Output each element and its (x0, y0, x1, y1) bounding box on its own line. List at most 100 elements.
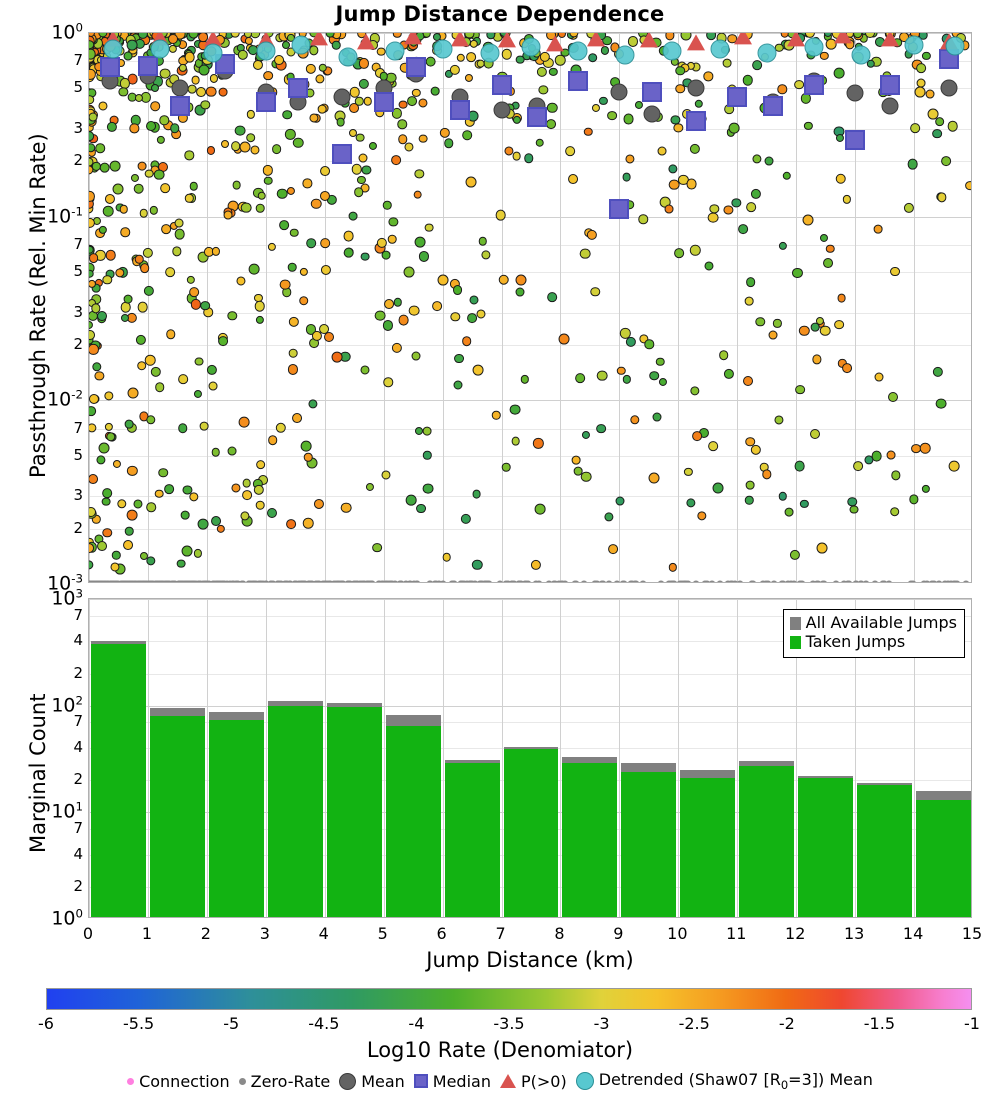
gridline (678, 599, 680, 917)
marker-legend-label: Zero-Rate (250, 1071, 331, 1091)
scatter-point-connection (414, 427, 424, 436)
scatter-point-connection (198, 518, 209, 530)
scatter-point-connection (89, 130, 94, 141)
scatter-point-connection (607, 110, 618, 121)
bar-taken-jumps[interactable] (149, 716, 205, 917)
scatter-point-connection (461, 513, 472, 525)
scatter-point-connection (673, 123, 683, 133)
scatter-point-connection (404, 142, 414, 152)
scatter-point-connection (472, 489, 481, 499)
scatter-marker-detrended-mean (338, 47, 358, 67)
scatter-point-connection (343, 230, 354, 242)
scatter-point-connection (140, 263, 150, 273)
scatter-point-connection (348, 211, 358, 221)
scatter-point-connection (89, 393, 99, 404)
colorbar[interactable] (46, 988, 972, 1010)
scatter-point-connection (590, 286, 600, 297)
scatter-point-connection (403, 266, 415, 278)
bar-taken-jumps[interactable] (798, 777, 854, 917)
scatter-point-connection (319, 324, 330, 335)
scatter-point-connection (92, 362, 102, 372)
bar-taken-jumps[interactable] (857, 785, 913, 917)
scatter-point-connection (825, 38, 837, 50)
scatter-point-connection (512, 152, 521, 161)
scatter-point-connection (453, 380, 463, 390)
scatter-point-connection (252, 59, 263, 70)
bar-taken-jumps[interactable] (208, 720, 264, 917)
scatter-point-connection (120, 227, 130, 238)
scatter-point-connection (941, 156, 952, 167)
scatter-plot-area[interactable] (88, 32, 972, 583)
colorbar-tick-label: -5.5 (122, 1014, 155, 1033)
scatter-point-connection (422, 427, 432, 436)
scatter-point-connection (277, 188, 288, 199)
scatter-point-connection (196, 87, 207, 98)
scatter-marker-mean (171, 79, 189, 97)
scatter-point-zero-rate (351, 580, 359, 582)
scatter-point-connection (774, 43, 784, 52)
scatter-point-connection (372, 542, 383, 553)
bar-taken-jumps[interactable] (621, 771, 677, 917)
scatter-point-connection (105, 193, 116, 204)
scatter-point-connection (535, 138, 545, 147)
scatter-point-zero-rate (759, 580, 767, 582)
scatter-point-connection (245, 132, 256, 143)
scatter-point-connection (113, 459, 122, 468)
scatter-point-connection (515, 55, 525, 64)
scatter-point-connection (731, 198, 741, 208)
scatter-point-connection (634, 101, 644, 110)
bar-taken-jumps[interactable] (916, 800, 971, 917)
scatter-point-connection (675, 66, 686, 76)
gridline (89, 312, 971, 314)
scatter-point-connection (792, 268, 803, 279)
scatter-point-connection (469, 295, 479, 305)
scatter-point-connection (794, 460, 806, 472)
scatter-point-connection (835, 173, 847, 185)
bar-taken-jumps[interactable] (444, 763, 500, 917)
scatter-point-connection (800, 499, 809, 508)
histogram-plot-area[interactable]: All Available Jumps Taken Jumps (88, 598, 972, 918)
scatter-point-connection (207, 364, 218, 376)
scatter-point-connection (238, 416, 250, 428)
scatter-point-connection (101, 497, 111, 506)
scatter-point-connection (746, 202, 757, 212)
colorbar-label: Log10 Rate (Denomiator) (366, 1038, 634, 1062)
gridline (855, 33, 857, 582)
gridline (324, 599, 326, 917)
scatter-marker-median (99, 57, 120, 78)
scatter-point-connection (158, 467, 169, 478)
scatter-point-connection (242, 478, 251, 488)
bar-taken-jumps[interactable] (562, 763, 618, 917)
scatter-point-connection (723, 205, 733, 215)
scatter-point-connection (288, 348, 298, 358)
scatter-point-connection (804, 121, 813, 131)
scatter-point-connection (115, 267, 125, 278)
scatter-point-connection (144, 169, 154, 178)
scatter-point-zero-rate (274, 580, 282, 582)
scatter-point-connection (554, 55, 566, 66)
bar-taken-jumps[interactable] (326, 707, 382, 917)
bar-taken-jumps[interactable] (680, 777, 736, 917)
scatter-point-zero-rate (510, 580, 518, 582)
bar-taken-jumps[interactable] (385, 725, 441, 917)
scatter-point-zero-rate (413, 580, 420, 582)
scatter-point-connection (341, 502, 352, 513)
scatter-point-connection (287, 364, 298, 375)
scatter-point-connection (450, 312, 461, 322)
scatter-point-connection (97, 541, 108, 552)
bar-taken-jumps[interactable] (267, 705, 323, 917)
y-tick-label: 10-3 (47, 571, 83, 595)
scatter-point-zero-rate (632, 580, 640, 582)
scatter-marker-p-gt-zero (687, 34, 705, 51)
scatter-point-connection (752, 154, 762, 164)
bar-taken-jumps[interactable] (91, 643, 146, 917)
bar-taken-jumps[interactable] (739, 766, 795, 917)
scatter-point-connection (388, 216, 399, 227)
scatter-point-connection (584, 127, 593, 136)
scatter-point-connection (652, 412, 662, 422)
bar-taken-jumps[interactable] (503, 749, 559, 917)
scatter-point-connection (187, 84, 197, 94)
legend-item-label: Taken Jumps (805, 631, 906, 651)
scatter-point-zero-rate (478, 580, 486, 582)
scatter-point-connection (742, 74, 754, 86)
